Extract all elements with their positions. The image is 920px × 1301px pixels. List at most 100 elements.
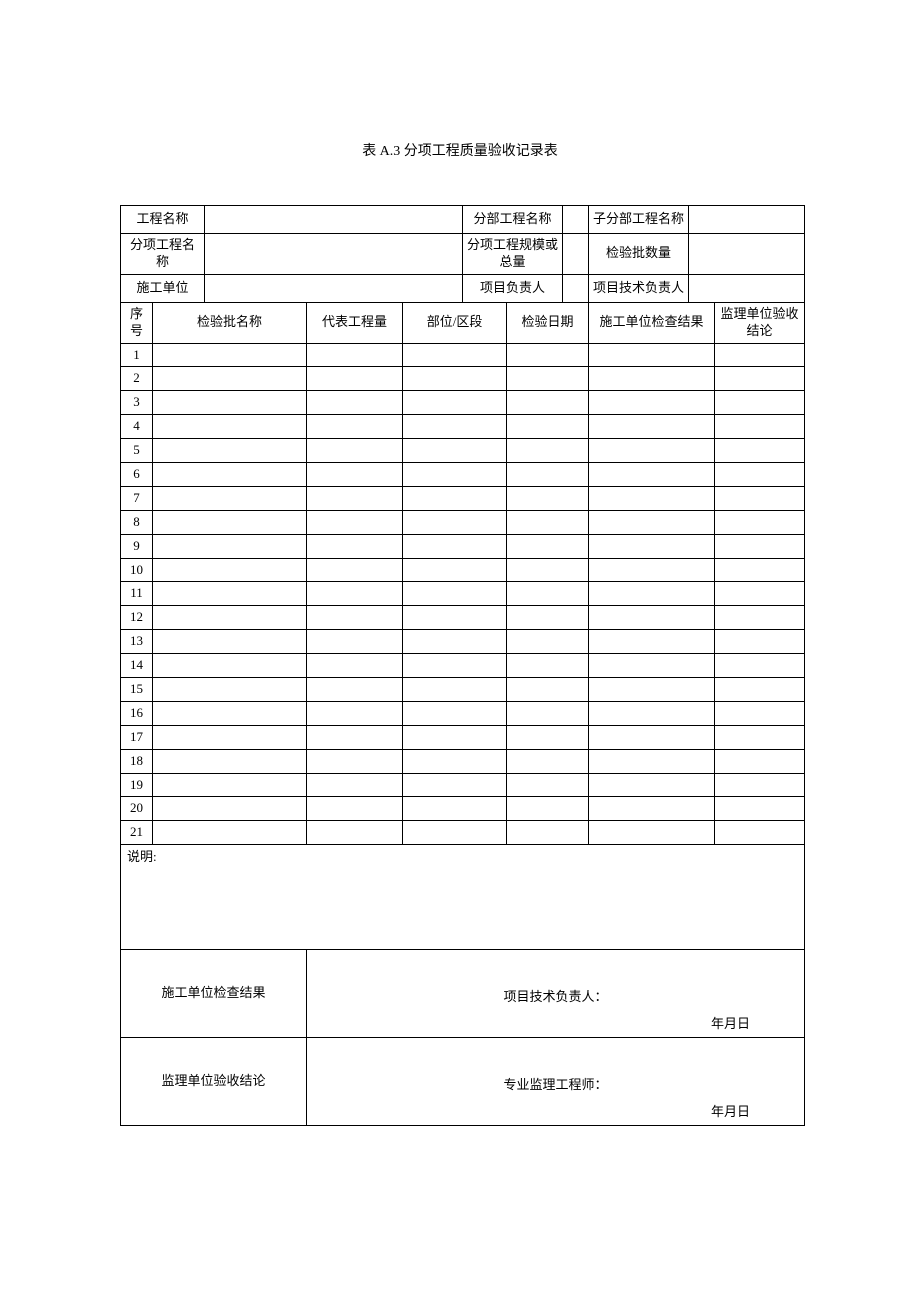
cell-check-date [507,415,589,439]
cell-rep-qty [307,343,403,367]
col-seq: 序号 [121,302,153,343]
label-construction-result: 施工单位检查结果 [121,950,307,1038]
cell-lot-name [153,343,307,367]
cell-part [403,343,507,367]
cell-check-date [507,343,589,367]
row-seq: 21 [121,821,153,845]
row-seq: 14 [121,654,153,678]
cell-super-result [715,463,805,487]
cell-rep-qty [307,510,403,534]
cell-part [403,463,507,487]
label-supervision-result: 监理单位验收结论 [121,1038,307,1126]
cell-constr-result [589,415,715,439]
col-constr-result: 施工单位检查结果 [589,302,715,343]
col-lot-name: 检验批名称 [153,302,307,343]
cell-check-date [507,439,589,463]
row-seq: 7 [121,486,153,510]
cell-check-date [507,534,589,558]
cell-constr-result [589,367,715,391]
cell-part [403,391,507,415]
note-cell: 说明: [121,845,805,950]
cell-lot-name [153,701,307,725]
field-subitem-scale [563,234,589,275]
row-seq: 5 [121,439,153,463]
cell-rep-qty [307,463,403,487]
cell-constr-result [589,606,715,630]
cell-part [403,749,507,773]
cell-super-result [715,821,805,845]
cell-lot-name [153,678,307,702]
cell-rep-qty [307,582,403,606]
cell-check-date [507,367,589,391]
engineer-signature-label: 专业监理工程师： [504,1077,608,1094]
cell-lot-name [153,773,307,797]
cell-check-date [507,725,589,749]
cell-check-date [507,821,589,845]
row-seq: 2 [121,367,153,391]
field-construction-unit [205,274,463,302]
cell-constr-result [589,797,715,821]
cell-rep-qty [307,606,403,630]
col-check-date: 检验日期 [507,302,589,343]
cell-super-result [715,391,805,415]
cell-check-date [507,678,589,702]
cell-super-result [715,582,805,606]
col-rep-qty: 代表工程量 [307,302,403,343]
cell-part [403,486,507,510]
cell-part [403,439,507,463]
field-tech-lead [689,274,805,302]
cell-rep-qty [307,701,403,725]
cell-super-result [715,510,805,534]
cell-part [403,725,507,749]
cell-lot-name [153,367,307,391]
cell-check-date [507,463,589,487]
cell-constr-result [589,486,715,510]
cell-constr-result [589,391,715,415]
cell-check-date [507,558,589,582]
label-subitem-name: 分项工程名称 [121,234,205,275]
cell-super-result [715,678,805,702]
col-part: 部位/区段 [403,302,507,343]
cell-super-result [715,654,805,678]
cell-rep-qty [307,534,403,558]
cell-rep-qty [307,391,403,415]
cell-lot-name [153,821,307,845]
cell-check-date [507,391,589,415]
cell-lot-name [153,582,307,606]
cell-rep-qty [307,415,403,439]
cell-constr-result [589,463,715,487]
cell-super-result [715,797,805,821]
cell-constr-result [589,678,715,702]
cell-constr-result [589,558,715,582]
label-construction-unit: 施工单位 [121,274,205,302]
row-seq: 11 [121,582,153,606]
cell-lot-name [153,654,307,678]
cell-rep-qty [307,773,403,797]
row-seq: 8 [121,510,153,534]
signature-construction: 项目技术负责人： 年月日 [307,950,805,1038]
cell-constr-result [589,343,715,367]
signature-supervision: 专业监理工程师： 年月日 [307,1038,805,1126]
cell-part [403,797,507,821]
cell-part [403,701,507,725]
cell-super-result [715,606,805,630]
cell-part [403,582,507,606]
label-pm: 项目负责人 [463,274,563,302]
row-seq: 18 [121,749,153,773]
cell-part [403,367,507,391]
cell-constr-result [589,654,715,678]
cell-super-result [715,773,805,797]
cell-constr-result [589,630,715,654]
cell-constr-result [589,725,715,749]
cell-rep-qty [307,678,403,702]
cell-rep-qty [307,654,403,678]
cell-super-result [715,630,805,654]
row-seq: 12 [121,606,153,630]
cell-constr-result [589,821,715,845]
cell-lot-name [153,797,307,821]
cell-check-date [507,486,589,510]
label-sub-divisional: 子分部工程名称 [589,206,689,234]
cell-constr-result [589,439,715,463]
cell-lot-name [153,749,307,773]
cell-super-result [715,534,805,558]
